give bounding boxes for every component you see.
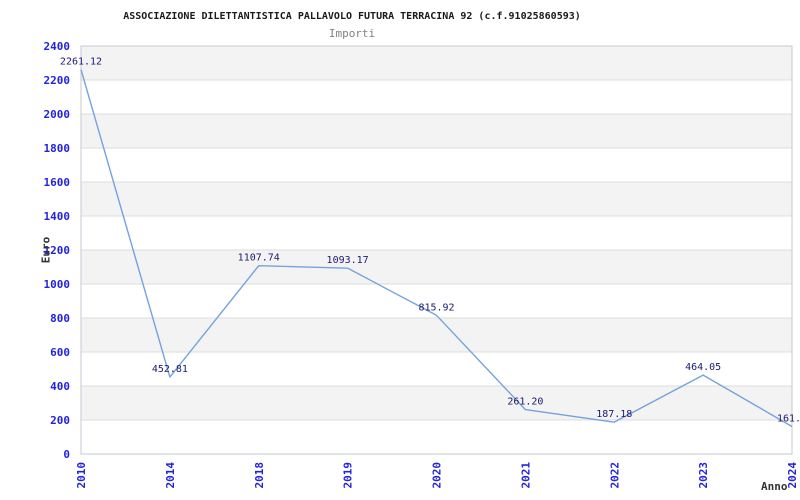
point-label: 1107.74 [238, 253, 280, 264]
line-series [80, 69, 793, 428]
x-tick-label: 2019 [342, 462, 355, 489]
y-tick-label: 800 [50, 312, 70, 325]
y-tick-label: 0 [63, 448, 70, 461]
x-tick-label: 2018 [253, 462, 266, 489]
plot-band [81, 46, 792, 80]
y-tick-label: 1400 [44, 210, 71, 223]
point-label: 261.20 [507, 397, 543, 408]
x-tick-label: 2021 [519, 462, 532, 489]
point-label: 464.05 [685, 362, 721, 373]
y-tick-label: 2200 [44, 74, 71, 87]
point-label: 815.92 [418, 302, 454, 313]
plot-band [81, 386, 792, 420]
x-axis-title: Anno [761, 480, 788, 493]
x-tick-label: 2020 [431, 462, 444, 489]
x-tick-label: 2022 [608, 462, 621, 489]
y-tick-label: 2000 [44, 108, 71, 121]
plot-band [81, 182, 792, 216]
chart-title: ASSOCIAZIONE DILETTANTISTICA PALLAVOLO F… [123, 11, 581, 22]
chart-subtitle: Importi [328, 27, 376, 40]
y-tick-label: 1800 [44, 142, 71, 155]
y-tick-label: 200 [50, 414, 70, 427]
point-label: 187.18 [596, 409, 632, 420]
x-tick-label: 2014 [164, 462, 177, 489]
plot-band [81, 250, 792, 284]
y-tick-label: 400 [50, 380, 70, 393]
x-tick-label: 2010 [75, 462, 88, 489]
plot-band [81, 318, 792, 352]
y-axis-title: Euro [39, 236, 53, 264]
y-tick-label: 1200 [44, 244, 71, 257]
y-tick-label: 1600 [44, 176, 71, 189]
plot-band [81, 114, 792, 148]
x-tick-label: 2023 [697, 462, 710, 489]
plot-border [80, 45, 793, 455]
y-tick-label: 2400 [44, 40, 71, 53]
point-label: 452.81 [152, 364, 188, 375]
y-tick-label: 1000 [44, 278, 71, 291]
y-tick-label: 600 [50, 346, 70, 359]
x-tick-label: 2024 [786, 462, 799, 489]
point-label: 1093.17 [327, 255, 369, 266]
point-label: 2261.12 [60, 57, 102, 68]
point-label: 161.8 [777, 413, 800, 424]
